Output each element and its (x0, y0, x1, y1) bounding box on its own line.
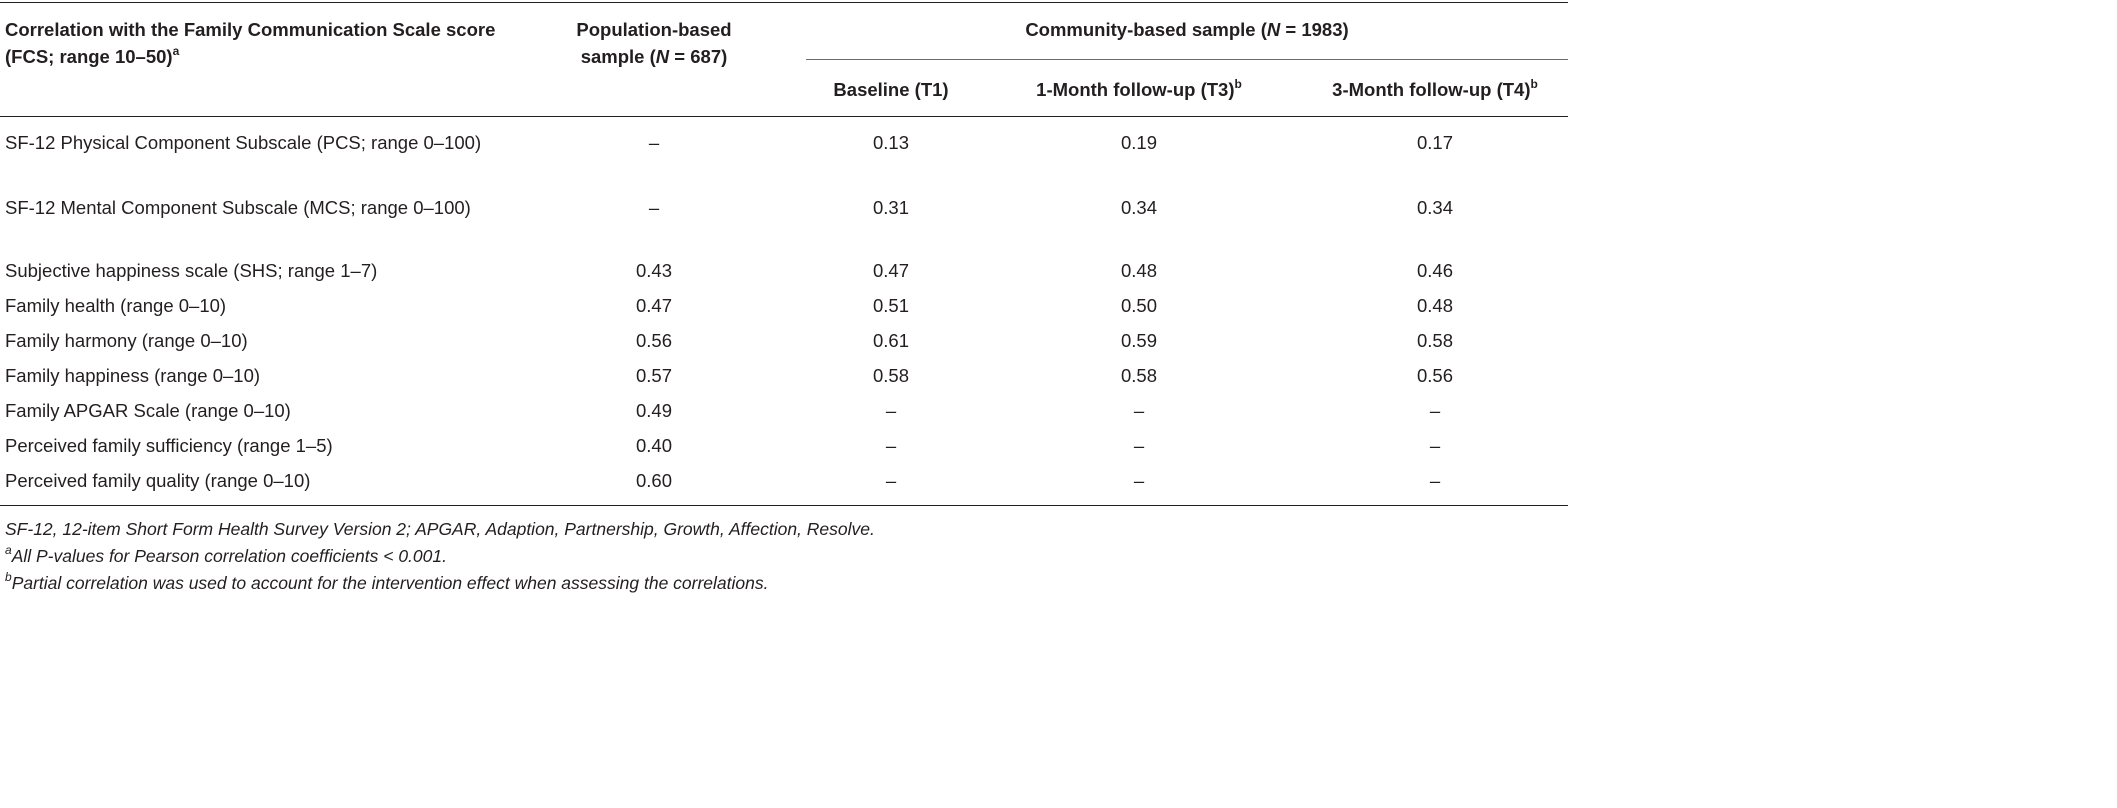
cell-population: 0.43 (635, 260, 672, 281)
header-community-sample: Community-based sample (N = 1983) (1025, 19, 1349, 40)
header-population-sample: Population-based sample (N = 687) (576, 19, 732, 67)
cell-1-month: – (1133, 400, 1145, 421)
header-correlation-column: Correlation with the Family Communicatio… (5, 19, 496, 67)
cell-population: 0.49 (635, 400, 672, 421)
cell-population: 0.47 (635, 295, 672, 316)
footnote-a: aAll P-values for Pearson correlation co… (5, 543, 447, 566)
cell-3-month: 0.56 (1416, 365, 1453, 386)
cell-population: 0.60 (635, 470, 672, 491)
header-footnote-b-marker: b (1234, 76, 1242, 91)
row-label: Perceived family sufficiency (range 1–5) (5, 435, 333, 456)
header-baseline-t1: Baseline (T1) (833, 79, 949, 100)
header-footnote-b-marker: b (1530, 76, 1538, 91)
cell-baseline: 0.58 (872, 365, 909, 386)
cell-3-month: 0.48 (1416, 295, 1453, 316)
cell-3-month: 0.17 (1416, 132, 1453, 153)
cell-1-month: 0.50 (1120, 295, 1157, 316)
footnote-a-marker: a (5, 543, 12, 558)
cell-baseline: 0.31 (872, 197, 909, 218)
cell-3-month: – (1429, 470, 1441, 491)
cell-baseline: – (885, 470, 897, 491)
row-label: SF-12 Mental Component Subscale (MCS; ra… (5, 197, 471, 218)
cell-population: 0.56 (635, 330, 672, 351)
table-top-rule (0, 2, 1568, 3)
row-label: Family APGAR Scale (range 0–10) (5, 400, 291, 421)
footnote-b: bPartial correlation was used to account… (5, 570, 769, 593)
cell-1-month: 0.34 (1120, 197, 1157, 218)
header-1-month-t3: 1-Month follow-up (T3)b (1036, 76, 1242, 100)
cell-baseline: – (885, 400, 897, 421)
row-label: Family health (range 0–10) (5, 295, 227, 316)
cell-baseline: 0.47 (872, 260, 909, 281)
cell-1-month: – (1133, 470, 1145, 491)
cell-1-month: 0.59 (1120, 330, 1157, 351)
row-label: SF-12 Physical Component Subscale (PCS; … (5, 132, 482, 153)
row-label: Family happiness (range 0–10) (5, 365, 261, 386)
cell-1-month: 0.58 (1120, 365, 1157, 386)
footnote-b-marker: b (5, 570, 12, 585)
cell-1-month: 0.19 (1120, 132, 1157, 153)
cell-3-month: – (1429, 400, 1441, 421)
row-label: Family harmony (range 0–10) (5, 330, 248, 351)
footnote-abbreviations: SF-12, 12-item Short Form Health Survey … (5, 519, 875, 539)
cell-population: 0.40 (635, 435, 672, 456)
cell-3-month: – (1429, 435, 1441, 456)
header-footnote-a-marker: a (172, 43, 180, 58)
row-label: Perceived family quality (range 0–10) (5, 470, 311, 491)
cell-baseline: 0.51 (872, 295, 909, 316)
community-subheader-rule (806, 59, 1568, 60)
cell-baseline: – (885, 435, 897, 456)
cell-3-month: 0.58 (1416, 330, 1453, 351)
row-label: Subjective happiness scale (SHS; range 1… (5, 260, 378, 281)
header-bottom-rule (0, 116, 1568, 117)
cell-population: – (648, 197, 660, 218)
cell-population: 0.57 (635, 365, 672, 386)
cell-baseline: 0.13 (872, 132, 909, 153)
cell-population: – (648, 132, 660, 153)
cell-3-month: 0.34 (1416, 197, 1453, 218)
cell-baseline: 0.61 (872, 330, 909, 351)
table-bottom-rule (0, 505, 1568, 506)
header-3-month-t4: 3-Month follow-up (T4)b (1332, 76, 1538, 100)
cell-3-month: 0.46 (1416, 260, 1453, 281)
cell-1-month: – (1133, 435, 1145, 456)
cell-1-month: 0.48 (1120, 260, 1157, 281)
